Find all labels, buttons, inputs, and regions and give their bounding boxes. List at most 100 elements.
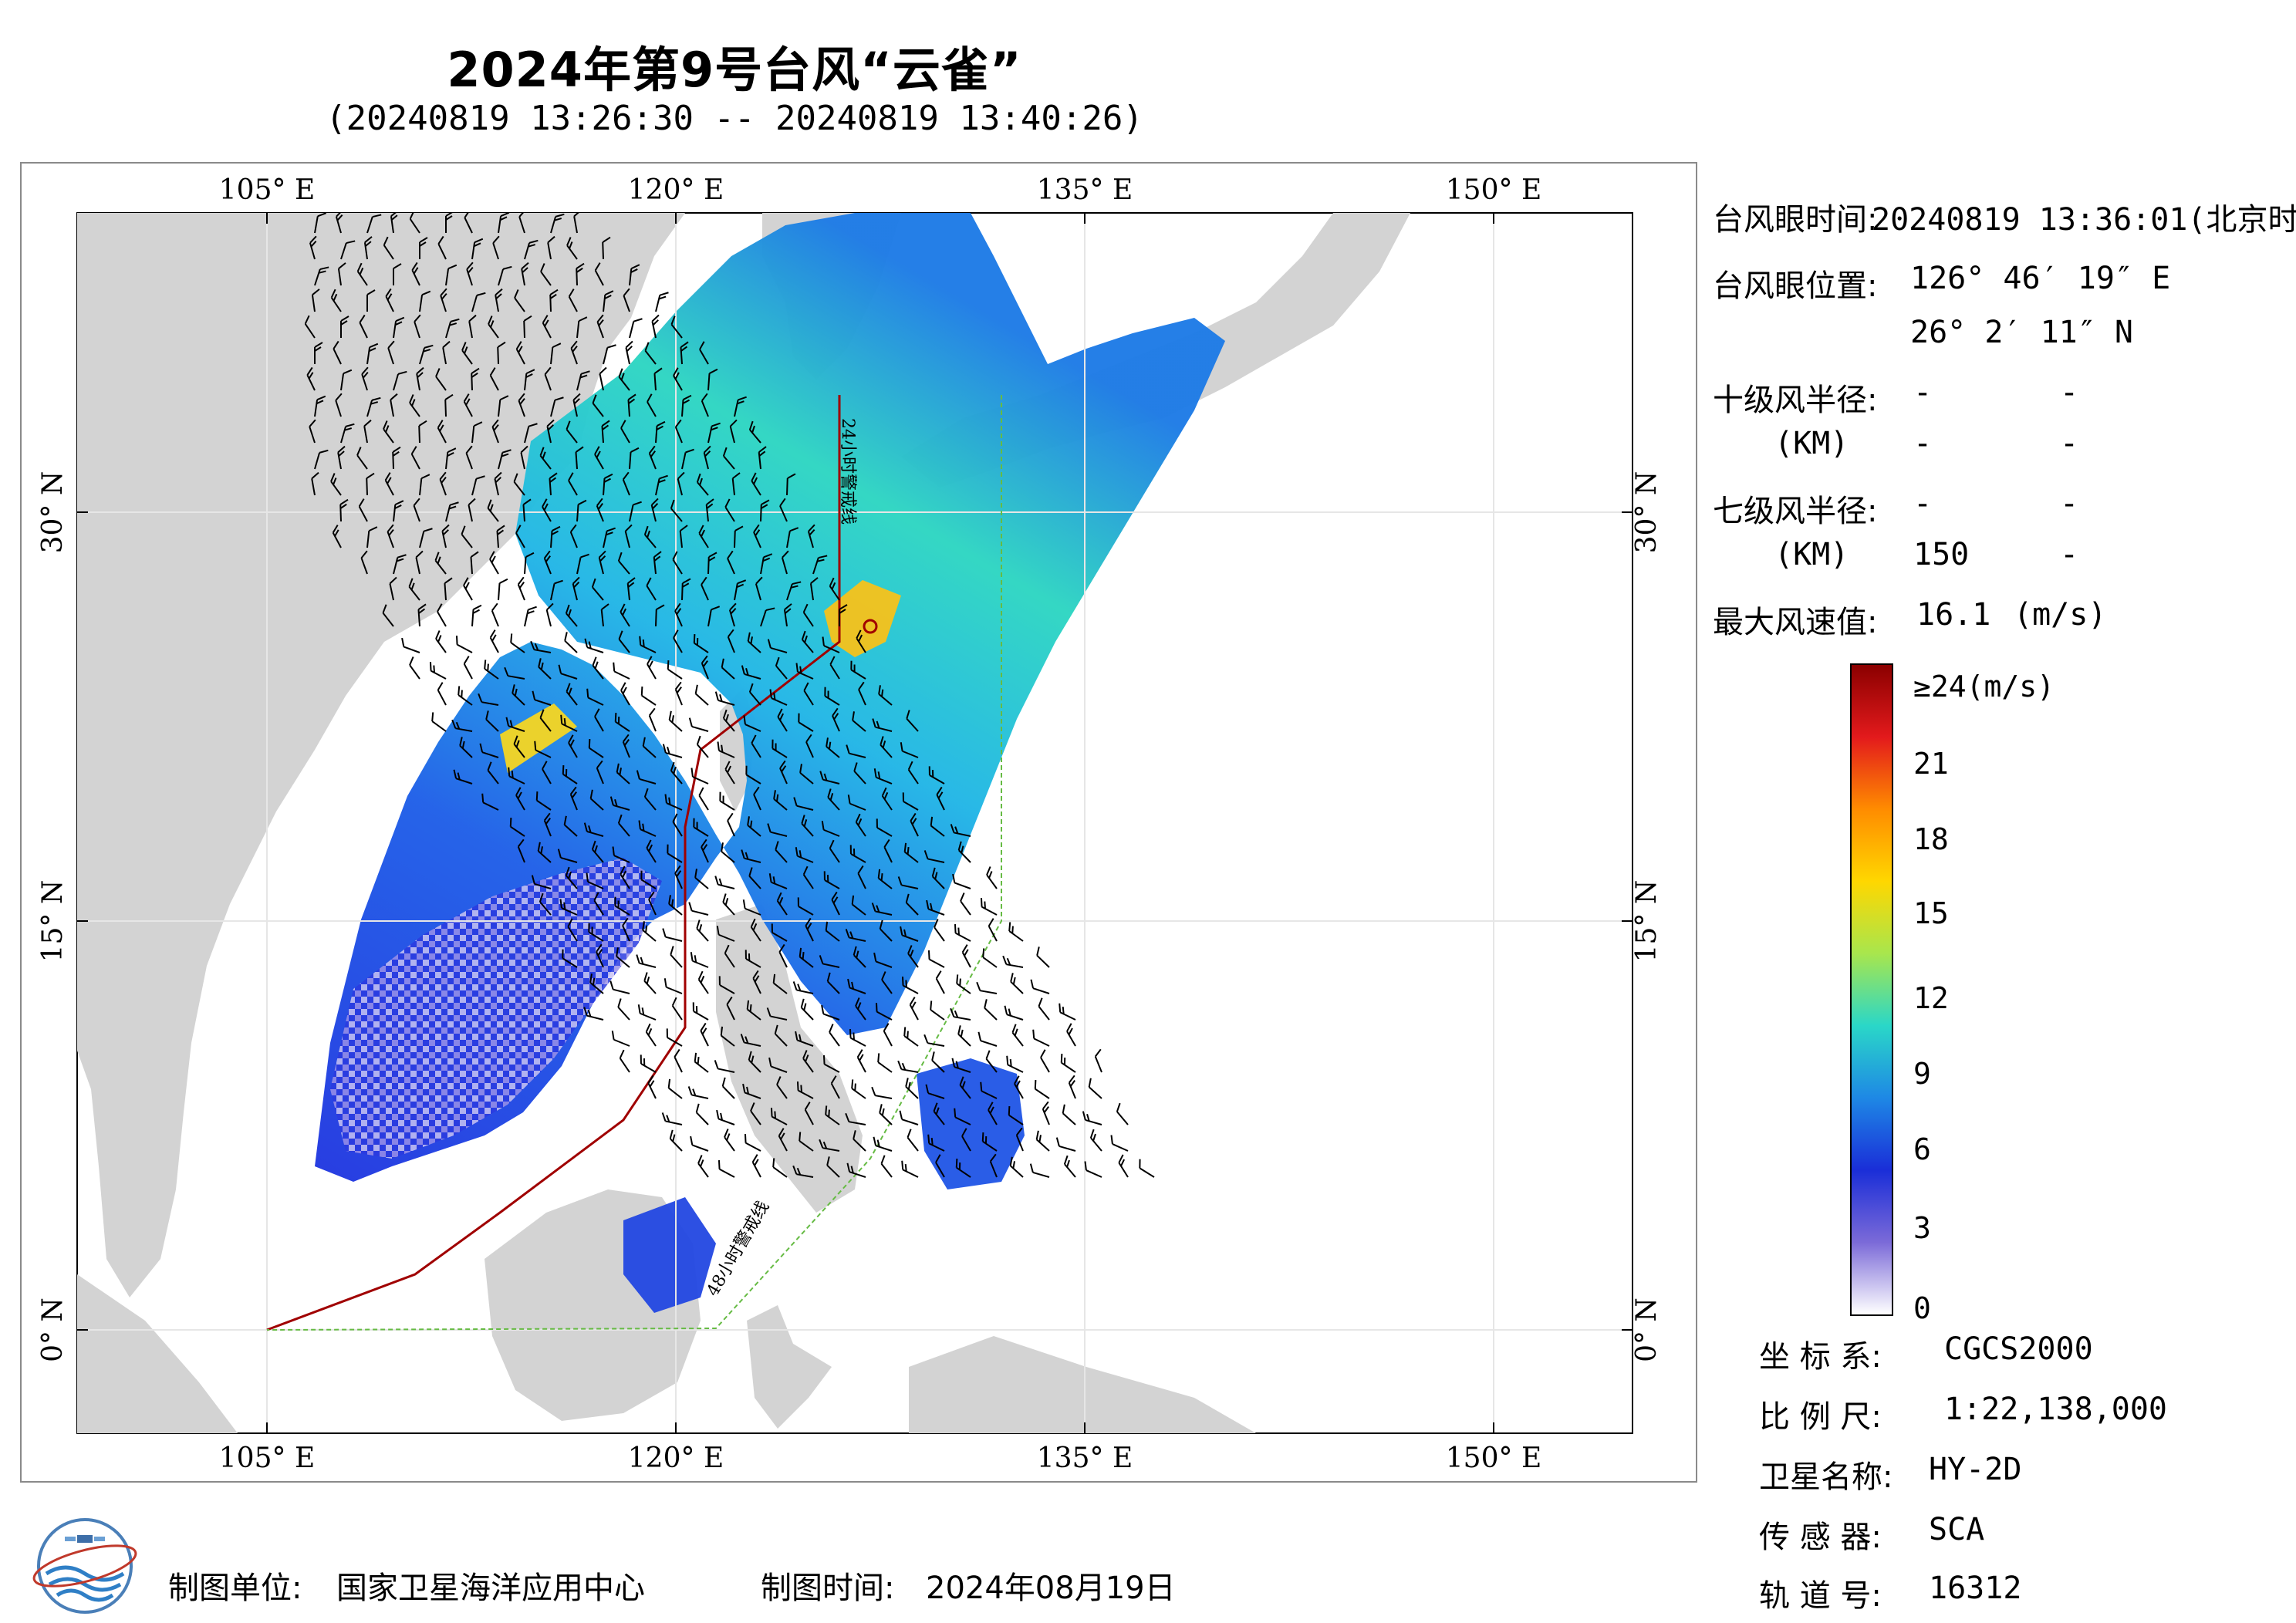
wind-barb xyxy=(1094,1048,1102,1073)
wind-barb xyxy=(411,262,420,286)
wind-barb xyxy=(750,1102,761,1125)
wind-barb xyxy=(1010,973,1024,994)
wind-barb xyxy=(366,396,381,417)
wind-barb xyxy=(575,446,584,470)
wind-barb xyxy=(873,1136,893,1152)
wind-barb xyxy=(743,715,761,732)
wind-barb xyxy=(437,603,447,627)
lat-label-left-30: 30° N xyxy=(37,471,69,554)
wind-barb xyxy=(415,550,424,575)
colorbar-tick-0: 0 xyxy=(1913,1291,1931,1325)
wind-barb xyxy=(930,1000,945,1021)
wind-barb xyxy=(670,761,683,785)
wind-barb xyxy=(463,656,473,680)
wind-barb xyxy=(517,838,525,863)
wind-barb xyxy=(849,1028,866,1047)
wind-barb xyxy=(562,764,578,785)
wind-barb xyxy=(980,897,998,916)
wind-barb xyxy=(826,1156,840,1178)
wind-barb xyxy=(672,813,683,837)
wind-barb xyxy=(701,393,709,417)
wind-barb xyxy=(524,423,538,444)
wind-barb xyxy=(504,666,525,680)
producer-label: 制图单位: xyxy=(168,1571,302,1606)
wind-barb xyxy=(777,708,788,732)
wind-barb xyxy=(748,867,761,889)
r7-value-sw: 150 xyxy=(1913,537,1970,572)
wind-barb xyxy=(1038,997,1050,1021)
wind-barb xyxy=(609,796,630,811)
wind-barb xyxy=(769,689,788,706)
wind-barb xyxy=(802,865,814,889)
wind-barb xyxy=(950,824,971,837)
wind-barb xyxy=(827,788,840,811)
wind-barb xyxy=(339,498,349,522)
wind-barb xyxy=(936,786,945,811)
wind-barb xyxy=(819,771,840,785)
lat-label-right-0: 0° N xyxy=(1631,1297,1663,1362)
wind-barb xyxy=(455,635,473,653)
wind-barb xyxy=(542,761,552,785)
wind-barb xyxy=(742,899,761,916)
wind-barb xyxy=(655,474,668,496)
wind-barb xyxy=(335,393,343,417)
wind-barb xyxy=(690,1135,709,1152)
wind-barb xyxy=(670,946,683,968)
wind-barb xyxy=(741,849,761,863)
lon-label-top-105: 105° E xyxy=(219,174,315,206)
wind-barb xyxy=(688,717,709,732)
wind-barb xyxy=(903,1027,919,1047)
r10-value-se: - xyxy=(2060,375,2079,410)
wind-barb xyxy=(977,1031,998,1047)
wind-barb xyxy=(314,449,329,470)
wind-barb xyxy=(679,525,688,548)
wind-barb xyxy=(909,997,919,1021)
warning-line-24h xyxy=(266,395,841,1331)
wind-barb xyxy=(778,943,788,968)
wind-barb xyxy=(566,683,578,706)
wind-barb xyxy=(703,445,711,470)
wind-barb xyxy=(721,842,735,863)
wind-barb xyxy=(550,525,561,548)
wind-barb xyxy=(358,498,368,522)
wind-barb xyxy=(617,552,630,575)
wind-barb xyxy=(309,235,317,260)
wind-barb xyxy=(902,792,919,811)
wind-barb xyxy=(734,396,747,417)
wind-barb xyxy=(668,895,683,916)
wind-barb xyxy=(340,240,356,260)
wind-barb xyxy=(542,498,552,522)
wind-barb xyxy=(985,1050,998,1073)
wind-barb xyxy=(772,739,788,758)
wind-barb xyxy=(731,472,741,496)
wind-barb xyxy=(544,366,552,391)
wind-barb xyxy=(487,761,499,785)
wind-barb xyxy=(586,872,604,889)
wind-barb xyxy=(549,472,558,496)
wind-barb xyxy=(663,978,683,994)
wind-barb xyxy=(549,288,559,312)
wind-barb xyxy=(822,636,840,653)
wind-barb xyxy=(1042,1101,1050,1125)
wind-barb xyxy=(562,949,578,968)
wind-barb xyxy=(463,393,473,417)
wind-barb xyxy=(751,1154,761,1178)
wind-barb xyxy=(851,1079,866,1099)
wind-barb xyxy=(522,498,532,522)
wind-barb xyxy=(565,604,578,627)
wind-barb xyxy=(927,1134,945,1152)
wind-barb xyxy=(1116,1102,1129,1125)
wind-barb xyxy=(410,446,420,470)
wind-barb xyxy=(471,475,485,496)
wind-barb xyxy=(879,919,893,942)
wind-barb xyxy=(647,1075,657,1099)
wind-barb xyxy=(485,710,499,732)
wind-barb xyxy=(954,923,971,942)
orbit-value: 16312 xyxy=(1929,1571,2022,1606)
wind-barb xyxy=(471,367,480,391)
wind-barb xyxy=(576,316,588,339)
wind-barb xyxy=(747,816,761,837)
wind-barb xyxy=(795,663,814,680)
wind-barb xyxy=(471,292,486,312)
wind-barb xyxy=(622,471,630,496)
